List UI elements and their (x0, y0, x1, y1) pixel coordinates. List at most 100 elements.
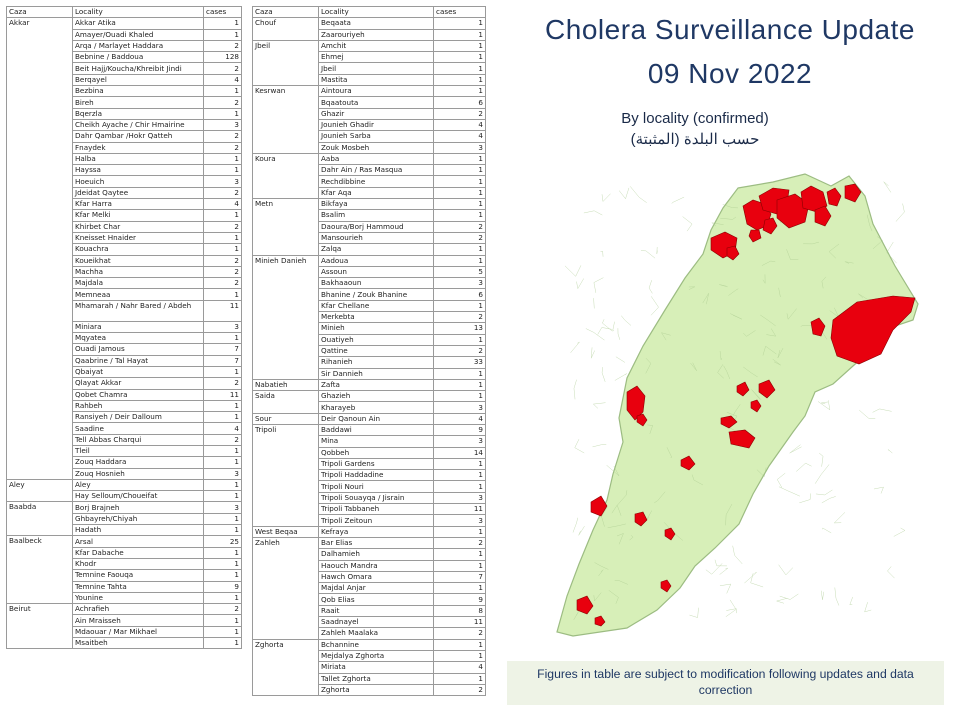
locality-boundary (725, 503, 733, 526)
column-header: cases (433, 5, 486, 19)
cases-cell: 1 (433, 186, 486, 200)
locality-cell: Tripoli Souayqa / Jisrain (318, 491, 434, 505)
locality-boundary (725, 599, 737, 617)
locality-boundary (821, 496, 836, 504)
caza-cell: Kesrwan (252, 85, 319, 154)
caza-cell: Zahleh (252, 536, 319, 640)
locality-boundary (573, 379, 577, 400)
locality-cell: Ghbayreh/Chiyah (72, 512, 204, 526)
cases-cell: 1 (433, 73, 486, 87)
locality-cell: Merkebta (318, 311, 434, 324)
locality-boundary (585, 328, 605, 341)
locality-cell: Tripoli Gardens (318, 457, 434, 471)
cases-cell: 1 (203, 546, 242, 559)
cases-cell: 2 (433, 107, 486, 120)
case-locality-shape (680, 455, 696, 471)
locality-cell: Zouk Mosbeh (318, 141, 434, 154)
table-row: Baalbeck Arsal 25 (6, 535, 242, 605)
cases-cell: 128 (203, 51, 242, 64)
table-row: Kesrwan Aintoura 1 (252, 85, 486, 154)
cases-cell: 2 (433, 627, 486, 640)
caza-cell: Baalbeck (6, 535, 73, 605)
locality-boundary (688, 286, 696, 290)
locality-boundary (761, 260, 776, 266)
locality-boundary (743, 330, 756, 337)
cases-cell: 1 (203, 399, 242, 413)
cases-cell: 3 (433, 401, 486, 414)
locality-cell: Tripoli Haddadine (318, 469, 434, 482)
locality-boundary (608, 590, 619, 604)
table-row: Jdeidat Qaytee 2 (7, 186, 242, 200)
cases-cell: 1 (203, 478, 242, 492)
locality-boundary (592, 402, 606, 409)
table-row: Arqa / Marlayet Haddara 2 (7, 39, 242, 53)
case-locality-shape (634, 511, 648, 527)
table-row: Sour Deir Qanoun Ain 4 (252, 412, 486, 425)
case-locality-shape (576, 595, 594, 615)
cases-cell: 2 (433, 220, 486, 233)
caza-cell: West Beqaa (252, 525, 319, 538)
case-locality-shape (830, 295, 916, 365)
locality-boundary (606, 465, 620, 477)
locality-boundary (614, 373, 627, 381)
table-row: Zahleh Bar Elias 2 (252, 536, 486, 640)
locality-boundary (886, 241, 897, 264)
locality-cell: Bqaatouta (318, 96, 434, 109)
locality-boundary (819, 452, 824, 467)
locality-boundary (578, 526, 585, 536)
locality-boundary (849, 596, 853, 605)
locality-cell: Zafta (318, 378, 434, 392)
caza-cell: Zghorta (252, 638, 319, 697)
caza-cell: Beirut (6, 603, 73, 650)
locality-cell: Ghazir (318, 107, 434, 120)
locality-boundary (717, 364, 724, 379)
locality-boundary (766, 328, 777, 337)
case-locality-shape (726, 245, 740, 261)
locality-cell: Qobet Chamra (72, 388, 204, 401)
locality-boundary (640, 250, 656, 259)
cases-cell: 3 (203, 320, 242, 334)
locality-cell: Ransiyeh / Deir Dalloum (72, 411, 204, 424)
cases-cell: 3 (433, 491, 486, 505)
caza-cell: Tripoli (252, 423, 319, 527)
locality-boundary (593, 592, 602, 602)
locality-boundary (814, 464, 830, 484)
cases-cell: 2 (433, 683, 486, 697)
caza-cell: Minieh Danieh (252, 254, 319, 380)
cases-cell: 1 (433, 62, 486, 75)
cases-cell: 1 (203, 332, 242, 345)
table-row: Metn Bikfaya 1 (252, 198, 486, 256)
locality-boundary (682, 216, 693, 232)
cases-cell: 1 (433, 378, 486, 392)
cases-cell: 1 (203, 625, 242, 639)
table-row: Akkar Akkar Atika 1 (6, 17, 242, 480)
subtitle-arabic: حسب البلدة (المثبتة) (630, 131, 760, 148)
locality-cell: Dahr Qambar /Hokr Qatteh (72, 130, 204, 143)
cases-cell: 1 (203, 637, 242, 650)
cases-cell: 1 (203, 591, 242, 605)
caza-cell: Jbeil (252, 39, 319, 87)
table-row: Miriata 4 (253, 661, 486, 674)
locality-boundary (743, 366, 758, 378)
locality-boundary (887, 566, 895, 579)
case-locality-shape (762, 217, 778, 235)
cases-cell: 1 (433, 209, 486, 222)
table-row: Bqaatouta 6 (253, 96, 486, 109)
locality-boundary (756, 467, 767, 478)
case-locality-shape (814, 205, 832, 227)
cases-cell: 3 (433, 277, 486, 290)
locality-boundary (570, 341, 580, 353)
locality-cell: Raait (318, 604, 434, 618)
cases-cell: 1 (203, 243, 242, 256)
locality-cell: Miniara (72, 320, 204, 334)
cases-cell: 1 (433, 525, 486, 538)
locality-boundary (574, 439, 585, 454)
locality-cell: Zouq Hosnieh (72, 467, 204, 480)
cases-cell: 1 (203, 557, 242, 571)
locality-boundary (615, 356, 626, 363)
locality-cell: Cheikh Ayache / Chir Hmairine (72, 118, 204, 132)
subtitle-english: By locality (confirmed) (621, 110, 769, 127)
locality-cell: Qlayat Akkar (72, 377, 204, 390)
locality-cell: Qobbeh (318, 446, 434, 459)
locality-cell: Tripoli Zeitoun (318, 514, 434, 527)
